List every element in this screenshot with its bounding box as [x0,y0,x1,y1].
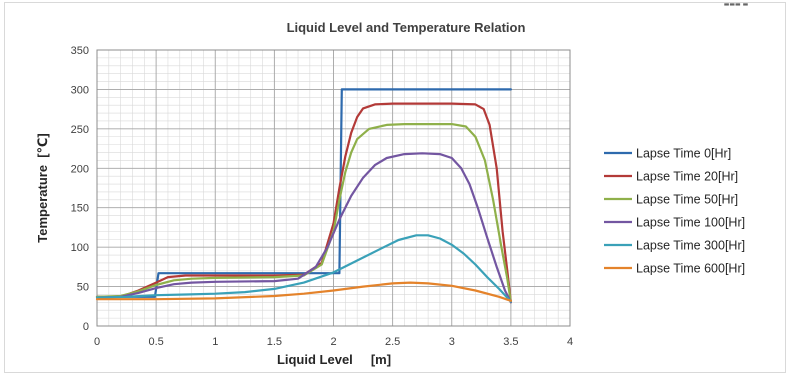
y-tick-label: 200 [71,163,89,175]
legend: Lapse Time 0[Hr] Lapse Time 20[Hr] Lapse T… [604,147,745,276]
x-tick-label: 0 [94,336,100,348]
x-tick-label: 3.5 [503,336,518,348]
x-tick-label: 0.5 [148,336,163,348]
series-line-5 [95,281,512,302]
y-tick-label: 0 [83,321,89,333]
x-axis-ticks: 0 0.5 1 1.5 2 2.5 3 3.5 4 [94,336,573,348]
x-tick-label: 2 [330,336,336,348]
x-tick-label: 1.5 [267,336,282,348]
y-tick-label: 100 [71,242,89,254]
series-line-0 [95,88,512,298]
corner-mark: ▬▬▬ ▬ [724,1,749,8]
legend-label-3: Lapse Time 100[Hr] [636,216,745,230]
legend-label-0: Lapse Time 0[Hr] [636,147,731,161]
legend-label-2: Lapse Time 50[Hr] [636,193,738,207]
y-axis-ticks: 0 50 100 150 200 250 300 350 [71,45,89,333]
y-tick-label: 350 [71,45,89,57]
x-tick-label: 2.5 [385,336,400,348]
series-line-3 [95,152,512,304]
y-tick-label: 150 [71,203,89,215]
series-line-2 [95,122,512,304]
y-tick-label: 250 [71,124,89,136]
legend-label-5: Lapse Time 600[Hr] [636,262,745,276]
legend-label-1: Lapse Time 20[Hr] [636,170,738,184]
chart-frame [4,2,786,373]
y-axis-title: Temperature [℃] [35,133,50,242]
y-tick-label: 50 [77,282,89,294]
x-axis-title: Liquid Level [m] [277,352,391,367]
legend-label-4: Lapse Time 300[Hr] [636,239,745,253]
x-tick-label: 3 [449,336,455,348]
series-line-4 [95,234,512,303]
plot-area [96,49,571,327]
x-tick-label: 4 [567,336,573,348]
series-line-1 [95,102,512,304]
x-tick-label: 1 [212,336,218,348]
series-lines [95,88,512,304]
y-tick-label: 300 [71,84,89,96]
chart-title: Liquid Level and Temperature Relation [287,20,526,35]
